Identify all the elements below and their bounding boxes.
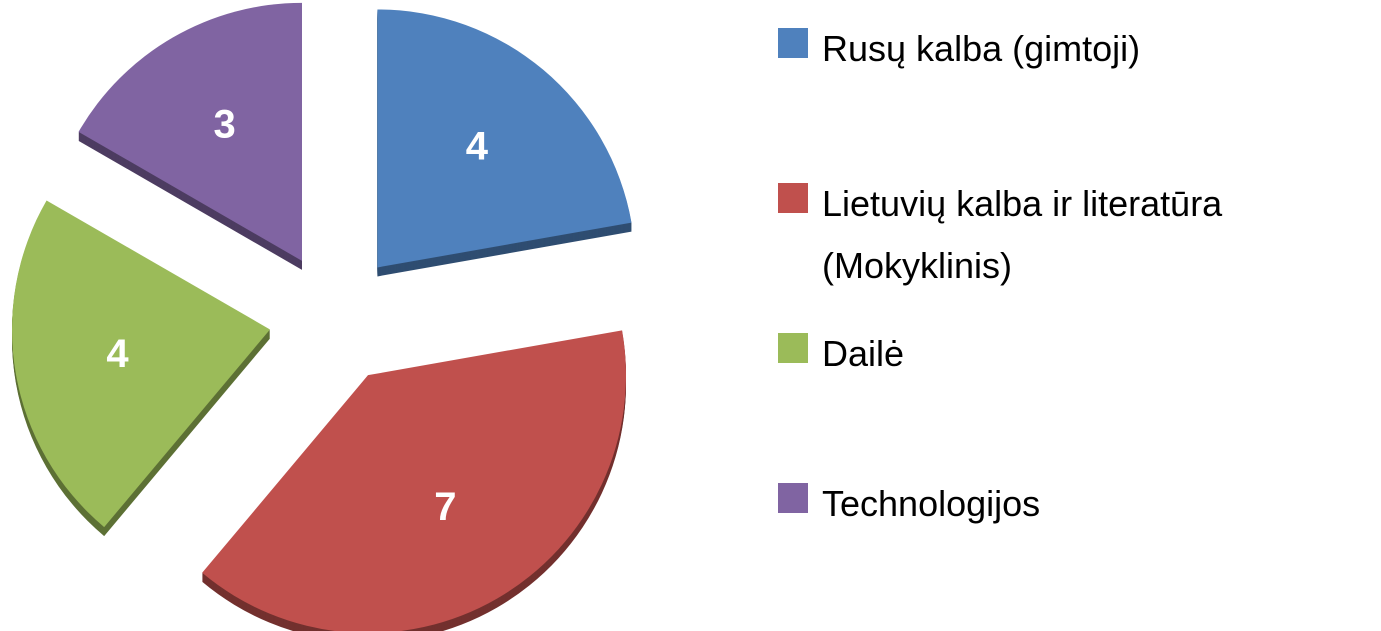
slice (12, 200, 271, 528)
slice (377, 9, 632, 268)
chart: 4 7 4 3 (12, 2, 632, 631)
slice (78, 2, 302, 261)
legend-swatch (778, 183, 808, 213)
slice-label: 4 (106, 332, 129, 376)
slice-label: 7 (434, 485, 456, 529)
legend-item: Dailė (778, 323, 1377, 385)
legend-swatch (778, 28, 808, 58)
legend-item: Rusų kalba (gimtoji) (778, 18, 1377, 80)
legend-label: Rusų kalba (gimtoji) (822, 28, 1141, 69)
slice (202, 330, 626, 631)
legend-item: Lietuvių kalba ir literatūra (Mokyklinis… (778, 173, 1377, 297)
legend-swatch (778, 333, 808, 363)
legend-label: Dailė (822, 333, 905, 374)
slice-label: 4 (466, 124, 489, 168)
legend-item: Technologijos (778, 473, 1377, 535)
slice-label: 3 (213, 102, 235, 146)
legend-swatch (778, 483, 808, 513)
legend-label: Lietuvių kalba ir literatūra (Mokyklinis… (822, 183, 1223, 286)
legend-label: Technologijos (822, 483, 1041, 524)
